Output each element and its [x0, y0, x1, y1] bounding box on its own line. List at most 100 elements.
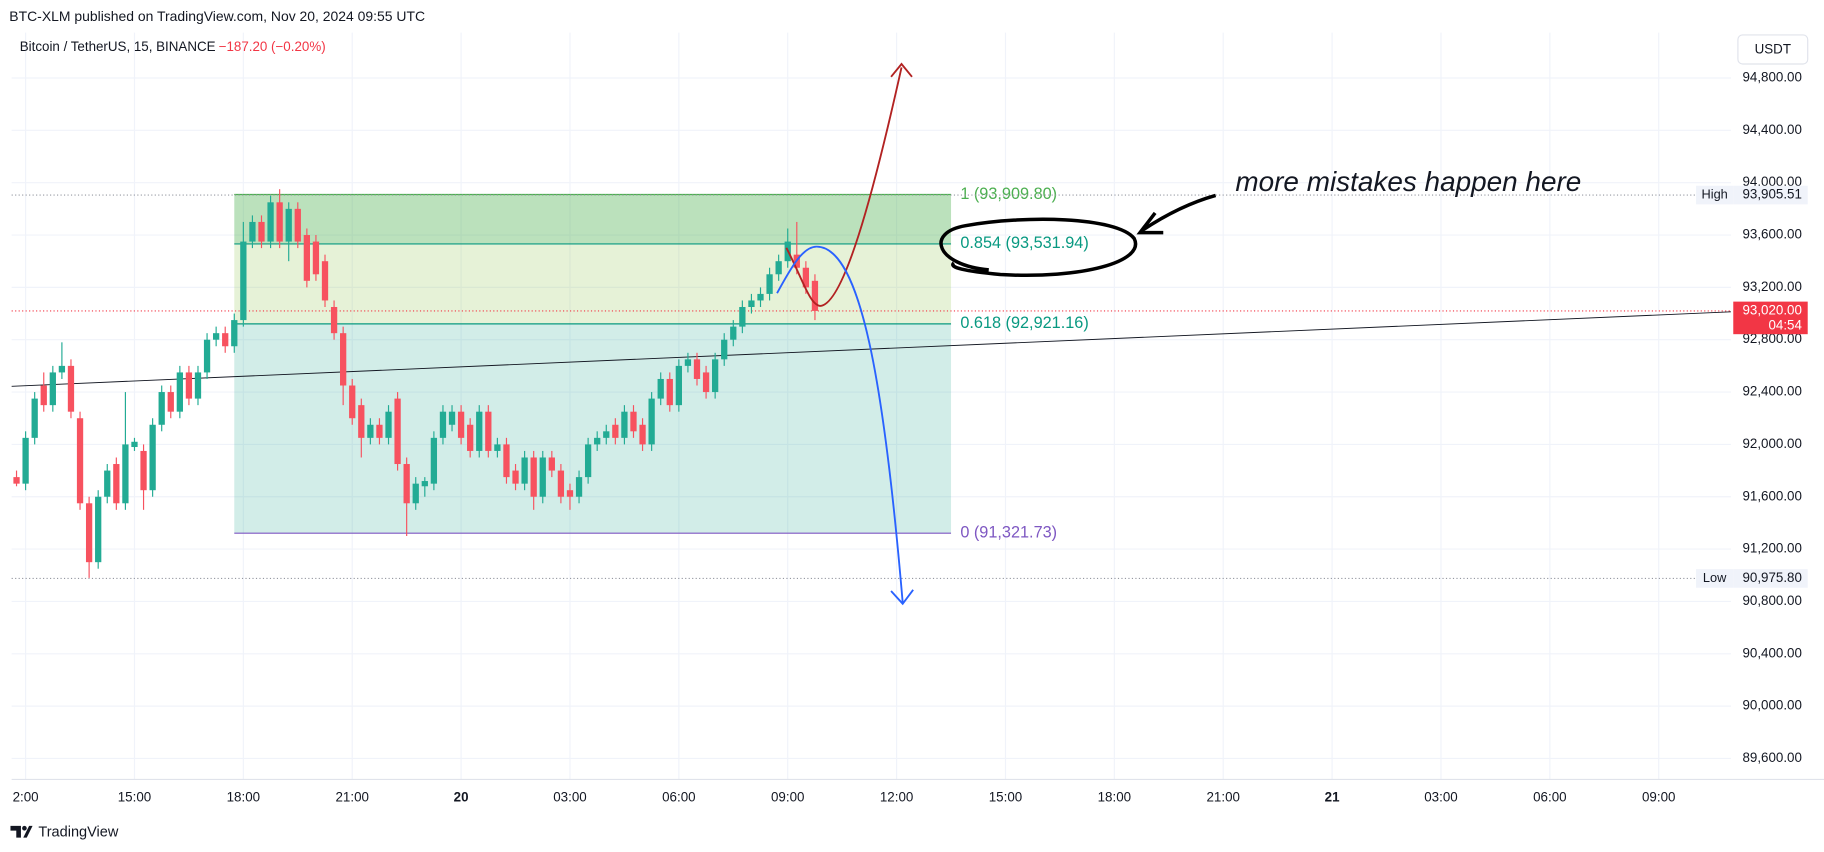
marker-name: Low [1703, 570, 1727, 585]
candle-body [594, 437, 601, 445]
candle-body [85, 503, 93, 563]
tv-logo [10, 825, 33, 838]
marker-name: High [1702, 186, 1728, 201]
candle-body [430, 437, 438, 484]
y-tick-label: 92,400.00 [1742, 384, 1801, 399]
currency[interactable]: USDT [1755, 42, 1791, 57]
candle-body [131, 441, 138, 448]
candle-body [76, 418, 84, 504]
plot [11, 189, 1731, 580]
candle-body [31, 398, 38, 438]
candle-body [122, 444, 129, 504]
candle-body [412, 483, 419, 504]
y-tick-label: 93,200.00 [1742, 279, 1801, 294]
candle-body [584, 444, 592, 478]
candle-body [730, 326, 737, 340]
y-tick-label: 94,800.00 [1742, 70, 1801, 85]
x-tick-label: 06:00 [1533, 790, 1566, 805]
x-tick-label: 21 [1325, 790, 1340, 805]
candle-body [285, 208, 292, 242]
candle-body [95, 496, 102, 563]
candle-body [13, 477, 20, 484]
candle-body [321, 261, 329, 301]
candle-body [648, 398, 655, 445]
hand-ellipse [939, 217, 1138, 277]
candle-body [249, 221, 256, 242]
candle-body [276, 202, 283, 242]
candle-body [22, 437, 29, 484]
candle-body [666, 378, 673, 406]
candle-body [303, 235, 311, 281]
candle-body [385, 411, 392, 438]
y-tick-label: 94,000.00 [1742, 174, 1801, 189]
currency-button[interactable] [1737, 34, 1809, 65]
x-tick-label: 03:00 [553, 790, 586, 805]
candle-body [739, 306, 746, 327]
marker-value-bg [1733, 185, 1808, 205]
y-tick-label: 90,400.00 [1742, 645, 1801, 660]
candle-body [476, 411, 483, 451]
fib-retracement: 1 (93,909.80) 0.854 (93,531.94) 0.618 (92,… [234, 185, 1089, 541]
candle-body [512, 470, 519, 484]
candle-body [657, 378, 664, 399]
marker-tag-bg [1696, 569, 1734, 588]
candle-body [712, 359, 719, 393]
candle-body [766, 274, 773, 294]
y-tick-label: 94,400.00 [1742, 122, 1801, 137]
candle-body [340, 333, 347, 386]
footer-brand: TradingView [38, 825, 118, 841]
candle-body [258, 221, 265, 242]
candle-body [367, 424, 374, 438]
candle-body [312, 241, 320, 275]
candle-body [467, 424, 474, 451]
symbol: Bitcoin / TetherUS, 15, BINANCE [20, 39, 216, 54]
candle-body [775, 261, 782, 275]
candle-body [349, 385, 356, 419]
price-axis-bg [1732, 0, 1824, 782]
x-tick-label: 15:00 [118, 790, 151, 805]
candle-body [58, 365, 66, 373]
blue-arrowhead [890, 589, 914, 606]
candle-body [403, 464, 410, 504]
candle-body [194, 372, 202, 399]
candle-body [503, 444, 510, 478]
candle-body [548, 457, 555, 471]
x-tick-label: 21:00 [1207, 790, 1240, 805]
y-tick-label: 92,000.00 [1742, 436, 1801, 451]
candle-body [185, 372, 193, 399]
x-tick-label: 20 [454, 790, 469, 805]
last-price-tag [1733, 301, 1808, 335]
candle-body [212, 333, 220, 340]
y-tick-label: 91,200.00 [1742, 541, 1801, 556]
candle-body [566, 490, 574, 497]
candle-body [675, 365, 682, 406]
x-tick-label: 18:00 [1098, 790, 1131, 805]
candle-body [748, 300, 755, 307]
candle-body [693, 359, 701, 379]
drawings: more mistakes happen here [776, 62, 1581, 606]
last-price: 93,020.00 [1742, 302, 1801, 317]
candle-body [603, 431, 610, 438]
candle-body [621, 411, 628, 438]
fib-label: 0.854 (93,531.94) [960, 234, 1088, 252]
candle-body [240, 241, 247, 321]
blue-arrow [776, 245, 904, 603]
x-tick-label: 15:00 [989, 790, 1022, 805]
change: −187.20 (−0.20%) [219, 39, 326, 54]
candle-body [67, 365, 75, 412]
candle-body [421, 481, 428, 487]
y-tick-label: 90,800.00 [1742, 593, 1801, 608]
fib-label: 0.618 (92,921.16) [960, 314, 1088, 332]
candle-body [358, 405, 365, 438]
candle-body [104, 470, 111, 497]
candle-body [575, 477, 583, 497]
marker-tag-bg [1696, 185, 1734, 205]
fib-band [234, 323, 952, 534]
candle-body [539, 457, 546, 497]
candle-body [457, 411, 465, 438]
candle-body [521, 457, 528, 484]
x-tick-label: 12:00 [880, 790, 913, 805]
candle-body [802, 267, 810, 288]
